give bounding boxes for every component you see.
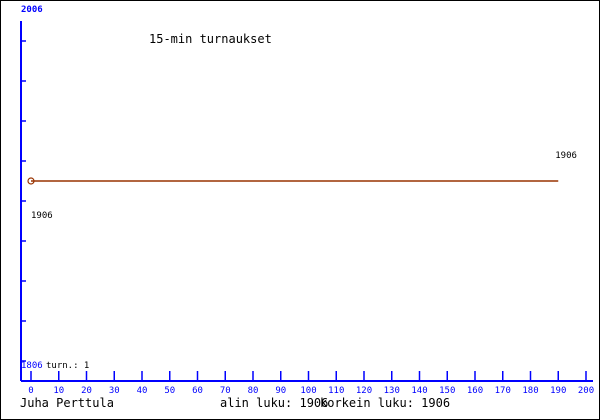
x-tick-label: 50 — [164, 386, 175, 396]
x-tick-label: 10 — [53, 386, 64, 396]
count-label: turn.: 1 — [46, 361, 89, 371]
x-tick-label: 190 — [550, 386, 566, 396]
x-tick-label: 90 — [275, 386, 286, 396]
x-tick-label: 40 — [137, 386, 148, 396]
x-tick-label: 70 — [220, 386, 231, 396]
x-tick-label: 150 — [439, 386, 455, 396]
x-tick-label: 170 — [495, 386, 511, 396]
x-tick-label: 160 — [467, 386, 483, 396]
x-tick-label: 180 — [522, 386, 538, 396]
x-tick-label: 120 — [356, 386, 372, 396]
x-tick-label: 140 — [411, 386, 427, 396]
x-tick-label: 30 — [109, 386, 120, 396]
x-tick-label: 20 — [81, 386, 92, 396]
data-label: 1906 — [31, 211, 53, 221]
y-top-label: 2006 — [21, 5, 43, 15]
data-point — [27, 177, 35, 185]
x-tick-label: 110 — [328, 386, 344, 396]
max-value-label: korkein luku: 1906 — [320, 396, 451, 410]
min-value-label: alin luku: 1906 — [220, 396, 329, 410]
author-label: Juha Perttula — [20, 396, 114, 410]
y-bottom-label: 1806 — [21, 361, 43, 371]
x-tick-label: 200 — [578, 386, 594, 396]
x-tick-label: 130 — [384, 386, 400, 396]
x-tick-label: 100 — [300, 386, 316, 396]
chart-title: 15-min turnaukset — [149, 32, 272, 46]
x-tick-label: 0 — [28, 386, 33, 396]
data-label: 1906 — [555, 151, 577, 161]
x-tick-label: 80 — [248, 386, 259, 396]
x-tick-label: 60 — [192, 386, 203, 396]
